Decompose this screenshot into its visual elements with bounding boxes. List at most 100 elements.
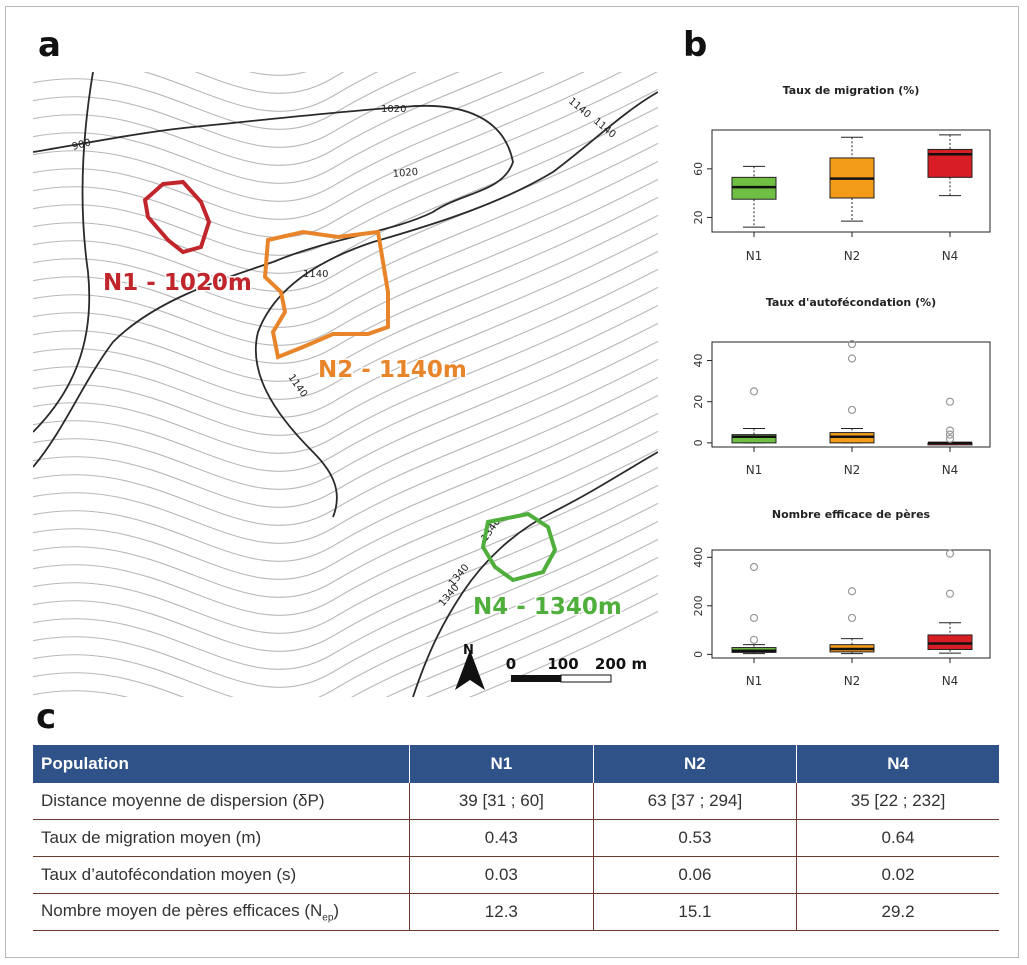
boxplot-frame bbox=[711, 549, 991, 659]
x-tick-label: N2 bbox=[844, 674, 861, 688]
y-tick-label: 60 bbox=[692, 162, 705, 176]
table-header-row: Population N1 N2 N4 bbox=[33, 745, 999, 783]
y-tick-label: 400 bbox=[692, 547, 705, 568]
header-n2: N2 bbox=[593, 745, 798, 783]
x-tick-label: N2 bbox=[844, 463, 861, 477]
contour-line bbox=[33, 72, 623, 220]
scale-label-100: 100 bbox=[547, 655, 578, 673]
contour-line bbox=[33, 124, 658, 292]
outlier-point bbox=[945, 430, 955, 439]
contour-line bbox=[33, 88, 658, 256]
table-cell: 39 [31 ; 60] bbox=[409, 783, 594, 820]
contour-line bbox=[425, 592, 658, 697]
site-outline-n1 bbox=[142, 179, 212, 255]
outlier-point bbox=[847, 405, 857, 415]
contour-line bbox=[33, 142, 658, 310]
y-tick-label: 0 bbox=[692, 439, 705, 446]
x-tick-label: N4 bbox=[942, 249, 959, 263]
contour-line bbox=[33, 72, 546, 184]
contour-label-1020: 1020 bbox=[381, 104, 406, 115]
contour-lines bbox=[33, 72, 658, 697]
contour-line bbox=[33, 574, 658, 697]
table-row: Nombre moyen de pères efficaces (Nep) 12… bbox=[33, 893, 999, 931]
site-outline-n4 bbox=[480, 511, 558, 583]
row-label-text: Nombre moyen de pères efficaces (N bbox=[41, 900, 323, 920]
outlier-point bbox=[847, 339, 857, 349]
row-label: Distance moyenne de dispersion (δP) bbox=[33, 783, 410, 820]
outlier-point bbox=[945, 434, 955, 443]
index-contour-1340 bbox=[412, 451, 658, 697]
table-cell: 15.1 bbox=[593, 893, 798, 931]
outlier-point bbox=[749, 635, 759, 644]
contour-line bbox=[468, 610, 658, 697]
contour-line bbox=[33, 250, 658, 418]
header-n4: N4 bbox=[796, 745, 999, 783]
outlier-point bbox=[749, 387, 759, 396]
index-contour-1140 bbox=[254, 91, 658, 518]
table-cell: 0.64 bbox=[796, 819, 999, 857]
table-cell: 0.02 bbox=[796, 856, 999, 894]
outlier-point bbox=[945, 549, 955, 558]
table-cell: 0.03 bbox=[409, 856, 594, 894]
contour-line bbox=[33, 376, 658, 544]
boxplot-panel: Taux de migration (%) 20 60 N1 N2 N4 Taux d'au… bbox=[692, 84, 991, 688]
x-tick-label: N1 bbox=[746, 463, 763, 477]
index-contour-1020 bbox=[33, 104, 514, 468]
contour-line bbox=[33, 358, 658, 526]
site-outline-n2 bbox=[262, 229, 390, 360]
outlier-point bbox=[945, 589, 955, 598]
y-tick-label: 40 bbox=[692, 354, 705, 368]
contour-line bbox=[33, 286, 658, 454]
contour-line bbox=[33, 394, 658, 562]
index-contour-900 bbox=[33, 72, 94, 433]
header-n1: N1 bbox=[409, 745, 594, 783]
site-label-n4: N4 - 1340m bbox=[473, 594, 622, 620]
figure-frame bbox=[5, 6, 1019, 958]
x-tick-label: N4 bbox=[942, 463, 959, 477]
table-cell: 63 [37 ; 294] bbox=[593, 783, 798, 820]
table-cell: 35 [22 ; 232] bbox=[796, 783, 999, 820]
contour-line bbox=[33, 72, 460, 148]
boxplot-title: Nombre efficace de pères bbox=[772, 508, 931, 521]
contour-line bbox=[33, 72, 585, 202]
x-tick-label: N1 bbox=[746, 674, 763, 688]
panel-label-c: c bbox=[36, 697, 57, 737]
header-population: Population bbox=[33, 745, 410, 783]
contour-line bbox=[33, 268, 658, 436]
outlier-point bbox=[847, 613, 857, 623]
row-label: Taux de migration moyen (m) bbox=[33, 819, 410, 857]
contour-line bbox=[33, 72, 658, 238]
table-cell: 0.06 bbox=[593, 856, 798, 894]
contour-label-1020: 1020 bbox=[392, 167, 418, 180]
results-table: Population N1 N2 N4 Distance moyenne de … bbox=[33, 745, 999, 931]
table-row: Taux de migration moyen (m) 0.43 0.53 0.… bbox=[33, 819, 999, 857]
contour-line bbox=[33, 448, 658, 616]
contour-line bbox=[33, 304, 658, 472]
outlier-point bbox=[945, 397, 955, 406]
boxplot-frame bbox=[711, 129, 991, 233]
outlier-point bbox=[749, 562, 759, 572]
contour-line bbox=[33, 520, 658, 688]
contour-line bbox=[33, 340, 658, 508]
contour-line bbox=[33, 196, 658, 364]
contour-label-1140: 1140 bbox=[303, 269, 328, 280]
topographic-map: 900 1020 1020 1140 1140 1140 1140 1340 1… bbox=[33, 72, 658, 697]
contour-line bbox=[33, 430, 658, 598]
box-n1 bbox=[731, 434, 777, 444]
index-contour-lines bbox=[33, 72, 658, 697]
table-row: Distance moyenne de dispersion (δP) 39 [… bbox=[33, 783, 999, 820]
table-cell: 0.53 bbox=[593, 819, 798, 857]
contour-line bbox=[194, 72, 345, 94]
table-cell: 29.2 bbox=[796, 893, 999, 931]
outlier-point bbox=[847, 354, 857, 363]
contour-line bbox=[33, 214, 658, 382]
contour-label-900: 900 bbox=[71, 137, 92, 153]
panel-label-b: b bbox=[683, 25, 708, 65]
contour-line bbox=[33, 538, 658, 697]
panel-label-a: a bbox=[38, 25, 61, 65]
x-tick-label: N2 bbox=[844, 249, 861, 263]
scale-label-0: 0 bbox=[506, 655, 516, 673]
north-arrow-icon: N bbox=[455, 643, 485, 690]
contour-line bbox=[33, 322, 658, 490]
row-label: Taux d’autofécondation moyen (s) bbox=[33, 856, 410, 894]
